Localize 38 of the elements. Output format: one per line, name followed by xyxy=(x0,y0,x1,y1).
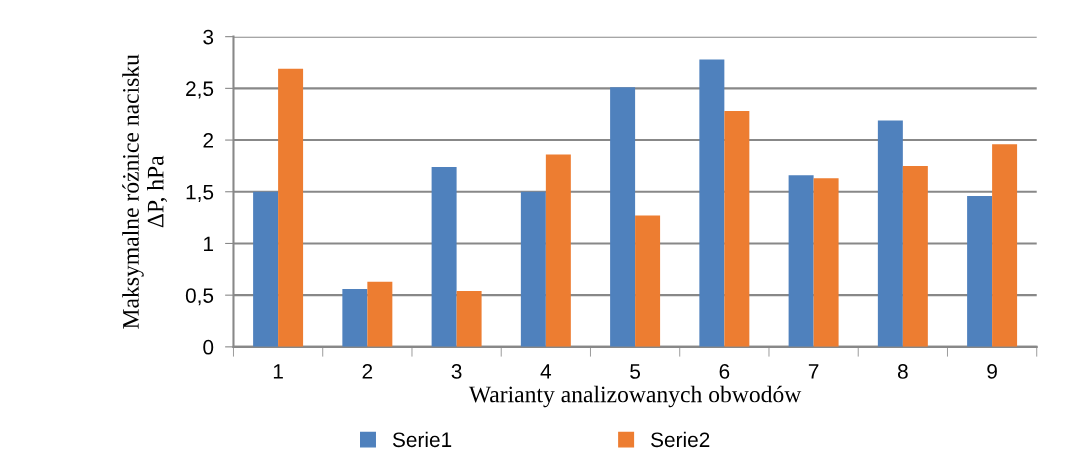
legend-label: Serie1 xyxy=(392,431,452,448)
bar xyxy=(877,120,903,347)
x-tick-label: 2 xyxy=(362,364,373,379)
x-tick-label: 4 xyxy=(540,364,552,379)
y-tick-label: 3 xyxy=(203,29,214,45)
y-axis-title: Maksymalne różnice nacisku ΔP, hPa xyxy=(122,54,168,329)
bar xyxy=(724,111,750,347)
x-tick-label: 1 xyxy=(273,364,283,379)
bar xyxy=(610,87,636,347)
x-tick-label: 7 xyxy=(808,364,819,379)
y-tick-label: 0 xyxy=(203,339,214,355)
x-tick-label: 5 xyxy=(630,364,641,379)
y-tick-label: 2,5 xyxy=(186,81,214,99)
x-tick-label: 3 xyxy=(451,364,462,379)
bar xyxy=(699,59,725,347)
bar xyxy=(635,215,661,347)
y-tick-label: 0,5 xyxy=(185,288,214,306)
y-tick-label: 1 xyxy=(204,236,214,252)
bar xyxy=(342,288,368,347)
x-axis-title: Warianty analizowanych obwodów xyxy=(468,385,802,408)
y-tick-label: 2 xyxy=(203,133,213,148)
bar xyxy=(456,291,482,347)
bar xyxy=(967,195,993,347)
bar xyxy=(813,178,839,347)
x-tick-label: 8 xyxy=(897,364,908,379)
legend-label: Serie2 xyxy=(651,431,710,448)
y-tick-label: 1,5 xyxy=(186,184,214,202)
bar xyxy=(431,166,457,347)
bar xyxy=(545,154,571,347)
bar xyxy=(788,175,814,347)
bar xyxy=(902,165,928,347)
bar xyxy=(278,68,304,347)
bar xyxy=(253,191,279,347)
x-tick-label: 9 xyxy=(987,364,997,379)
x-tick-label: 6 xyxy=(719,364,730,379)
bar xyxy=(367,281,393,347)
bar xyxy=(520,191,546,347)
bar xyxy=(992,144,1018,347)
